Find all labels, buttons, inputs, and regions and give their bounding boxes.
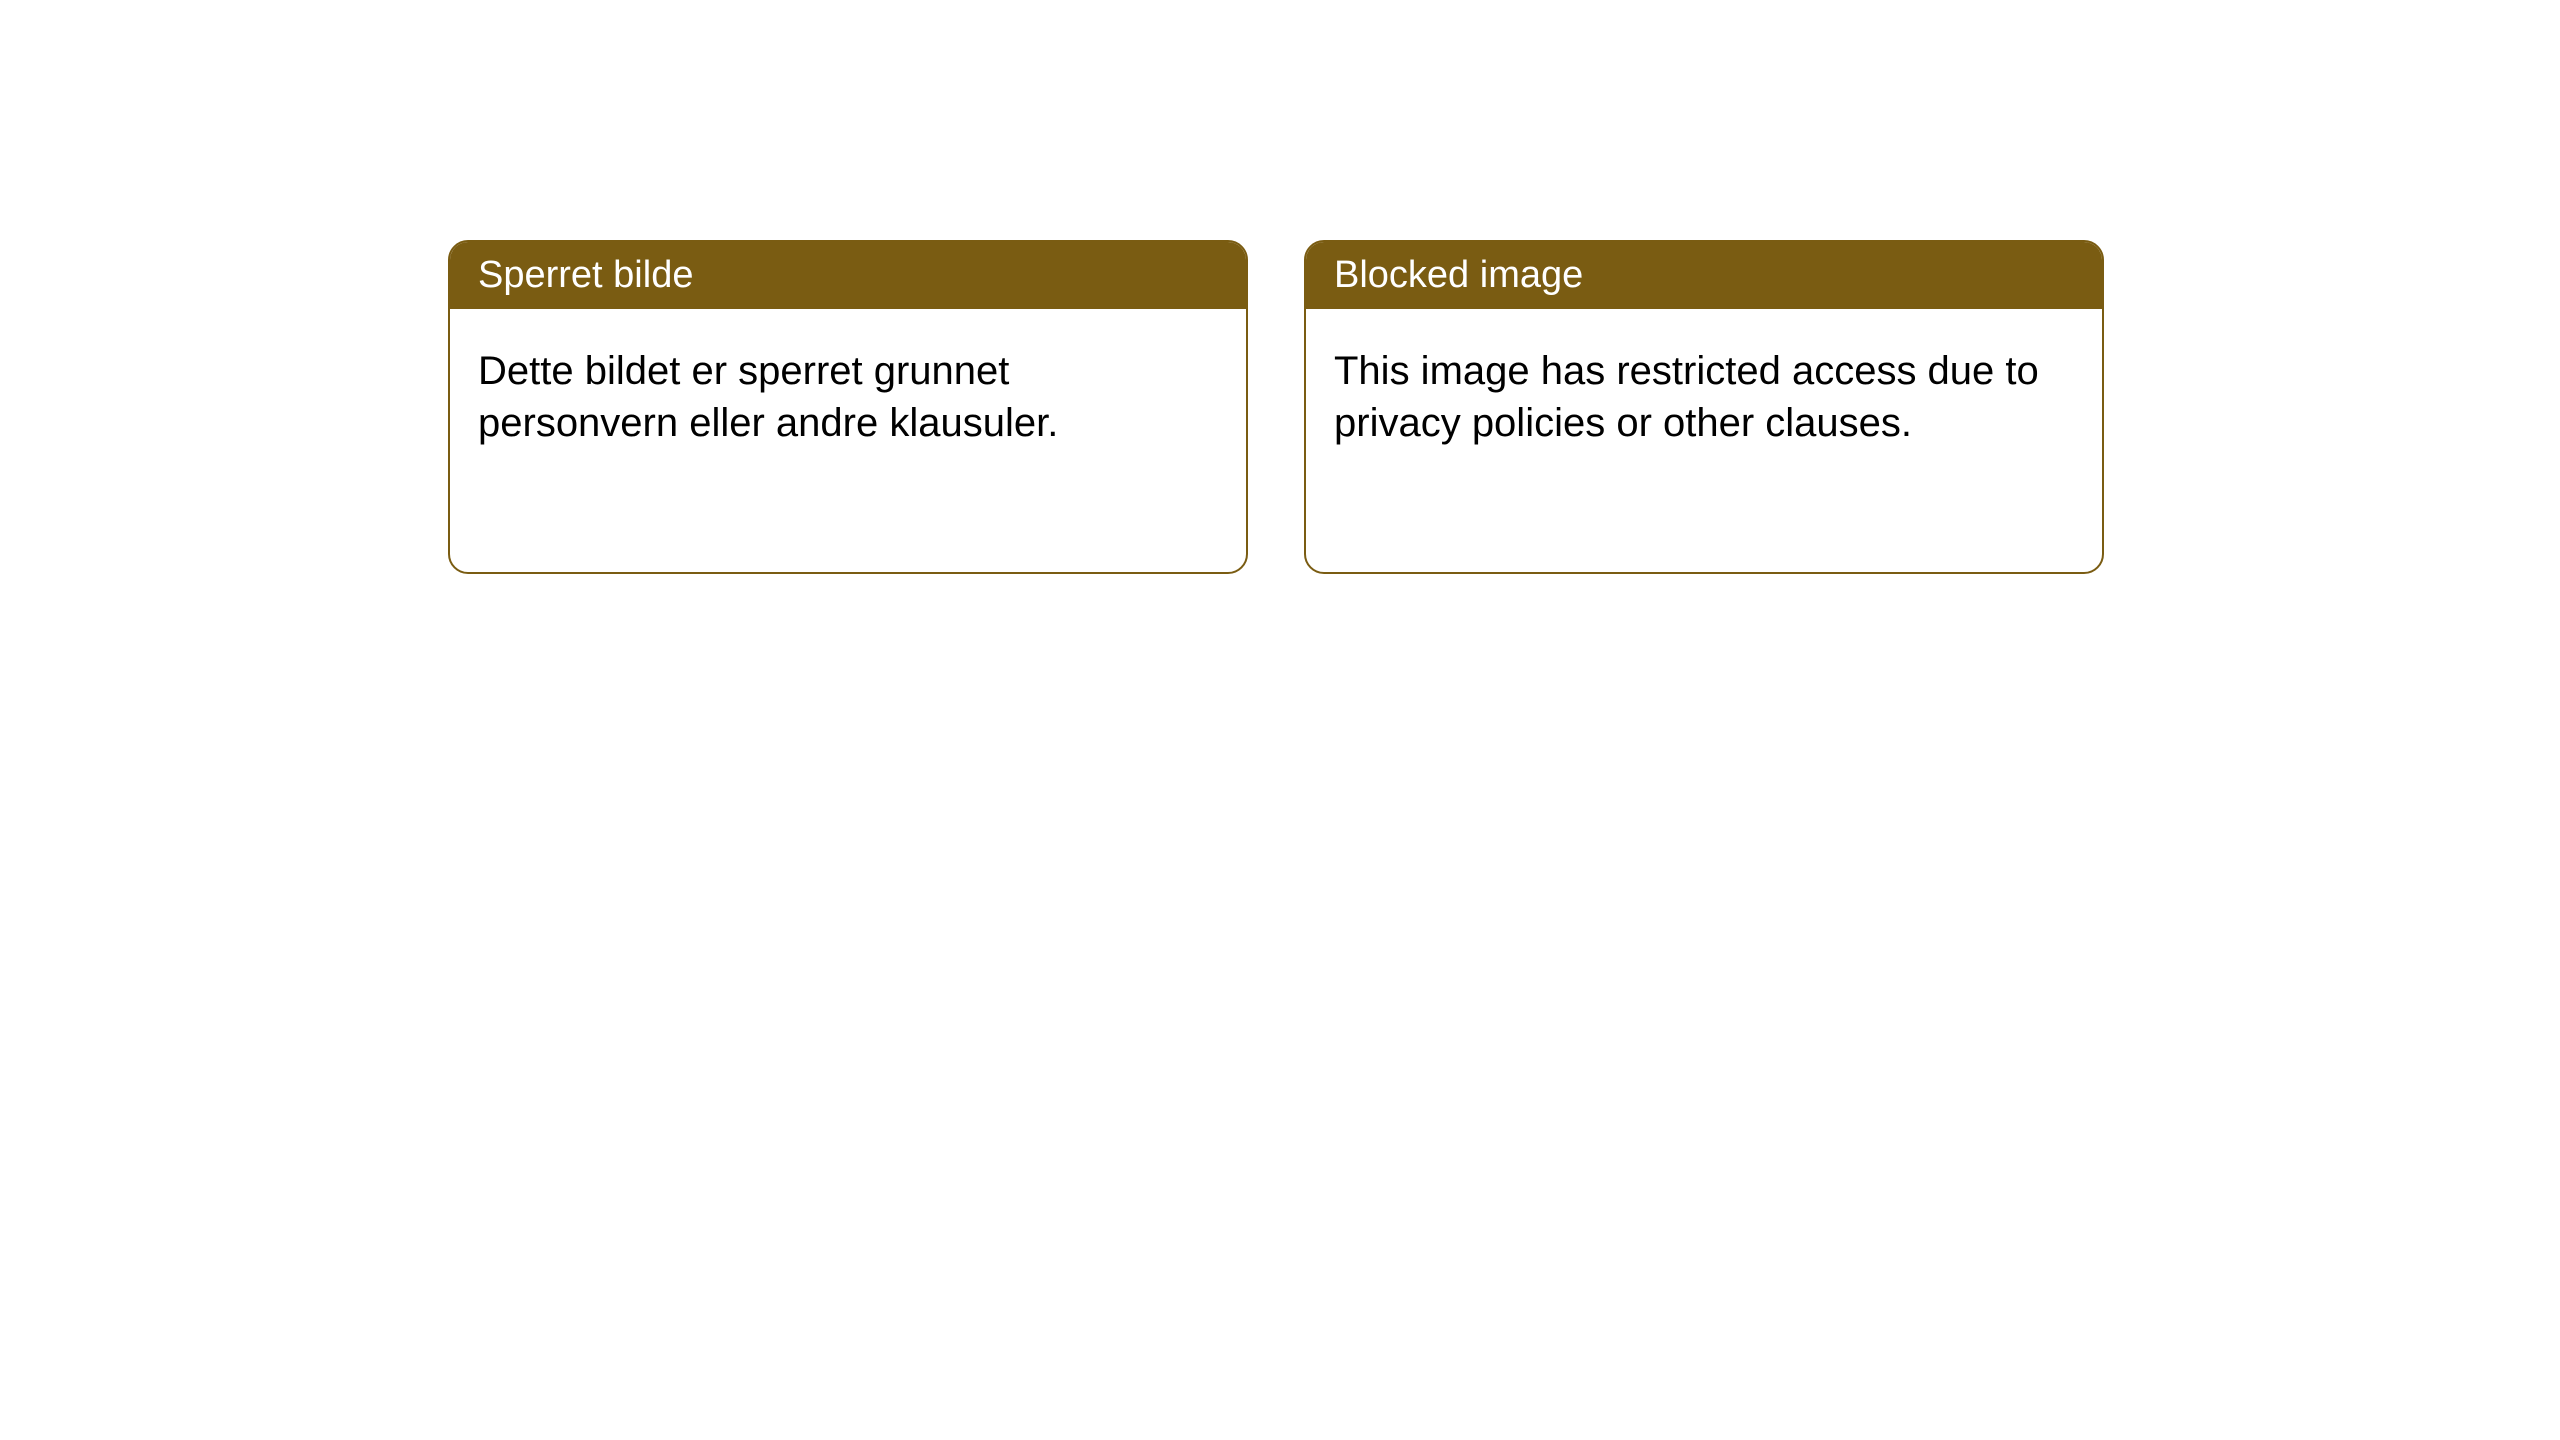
blocked-image-card-no: Sperret bilde Dette bildet er sperret gr… (448, 240, 1248, 574)
card-title: Sperret bilde (478, 254, 693, 296)
card-header: Sperret bilde (450, 242, 1246, 309)
card-header: Blocked image (1306, 242, 2102, 309)
card-body: Dette bildet er sperret grunnet personve… (450, 309, 1246, 485)
blocked-image-card-en: Blocked image This image has restricted … (1304, 240, 2104, 574)
card-body-text: Dette bildet er sperret grunnet personve… (478, 349, 1058, 445)
card-body: This image has restricted access due to … (1306, 309, 2102, 485)
card-body-text: This image has restricted access due to … (1334, 349, 2039, 445)
card-title: Blocked image (1334, 254, 1583, 296)
card-container: Sperret bilde Dette bildet er sperret gr… (0, 0, 2560, 574)
